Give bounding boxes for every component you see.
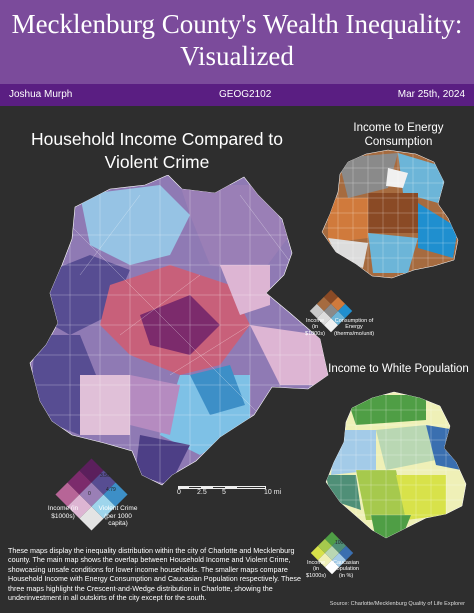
publish-date: Mar 25th, 2024 xyxy=(397,89,465,100)
white-population-choropleth-map xyxy=(325,391,467,539)
main-bivariate-legend: Income (in $1000s) Violent Crime (per 10… xyxy=(48,455,137,535)
white-legend-tick: 100 xyxy=(335,540,344,546)
scale-label-2-5: 2.5 xyxy=(197,489,207,496)
white-tract-boundaries xyxy=(326,392,466,538)
energy-choropleth-map xyxy=(321,149,459,279)
white-bivariate-legend: 100 Income (in $1000s) Caucasian Populat… xyxy=(306,530,359,579)
main-legend-tick-low: 0 xyxy=(88,491,91,497)
byline-bar: Joshua Murph GEOG2102 Mar 25th, 2024 xyxy=(0,84,474,106)
main-legend-crime-label: Violent Crime (per 1000 capita) xyxy=(98,505,138,527)
main-choropleth-map xyxy=(29,175,329,486)
author-name: Joshua Murph xyxy=(9,89,73,100)
main-legend-income-label: Income (in $1000s) xyxy=(47,505,79,520)
energy-tract-boundaries xyxy=(322,150,458,278)
scale-label-10mi: 10 mi xyxy=(264,489,282,496)
main-legend-tick-mid: 3.56 xyxy=(100,473,110,479)
scale-bar: 0 2.5 5 10 mi xyxy=(177,480,288,500)
energy-map-title: Income to Energy Consumption xyxy=(353,122,444,148)
white-legend-population-label: Caucasian Population (in %) xyxy=(333,560,359,579)
scale-label-5: 5 xyxy=(222,489,226,496)
main-legend-tick-high: 4.79 xyxy=(106,487,116,493)
tract-boundaries xyxy=(30,175,328,485)
header-banner: Mecklenburg County's Wealth Inequality: … xyxy=(0,0,474,84)
scale-label-0: 0 xyxy=(177,489,181,496)
data-source: Source: Charlotte/Mecklenburg Quality of… xyxy=(329,601,465,607)
scale-bar-graphic xyxy=(178,486,266,489)
energy-bivariate-legend: Income (in $1000s) Consumption of Energy… xyxy=(305,288,374,337)
energy-legend-income-label: Income (in $1000s) xyxy=(305,318,325,337)
map-description: These maps display the inequality distri… xyxy=(8,546,301,603)
energy-legend-energy-label: Consumption of Energy (therms/mo/unit) xyxy=(334,318,375,337)
main-map-title: Household Income Compared to Violent Cri… xyxy=(31,129,283,172)
white-map-title: Income to White Population xyxy=(328,363,469,375)
white-legend-income-label: Income (in $1000s) xyxy=(306,560,326,579)
page-title: Mecklenburg County's Wealth Inequality: … xyxy=(11,9,463,71)
course-code: GEOG2102 xyxy=(219,89,272,100)
